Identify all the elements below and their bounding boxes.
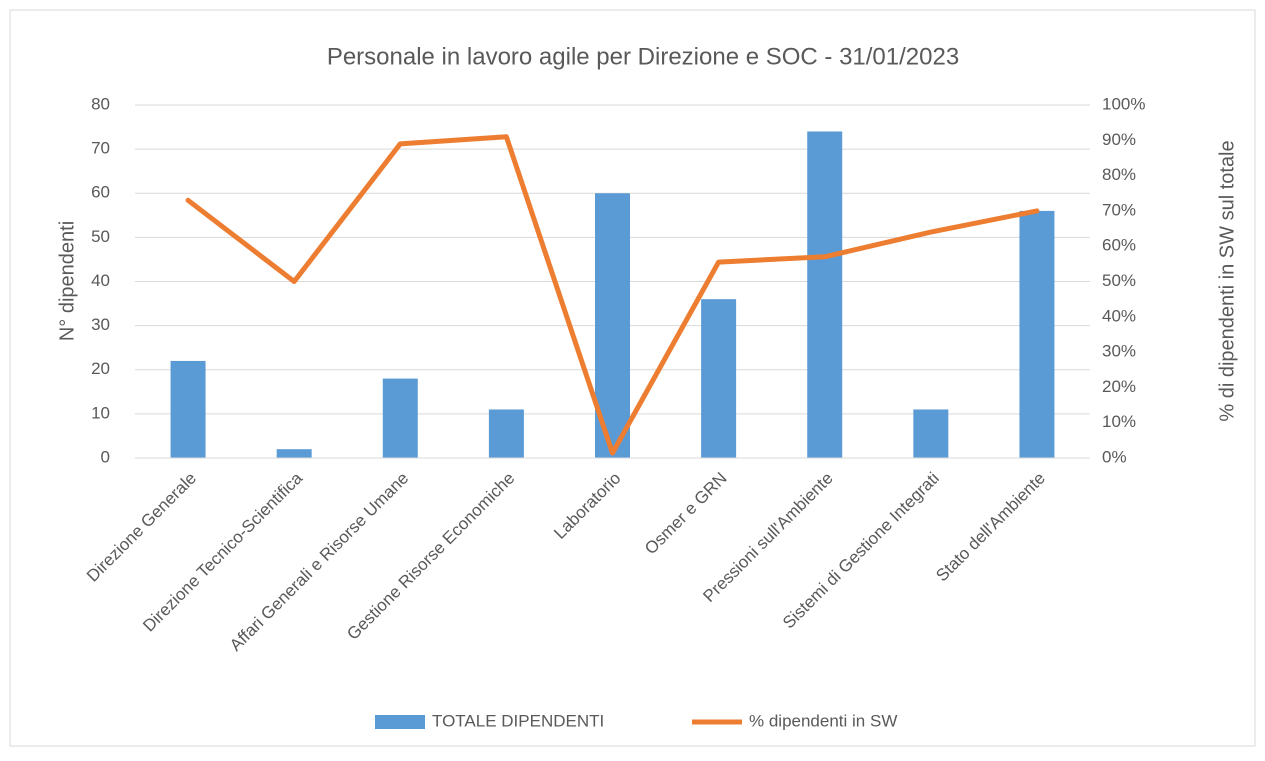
y2-tick-label: 20% bbox=[1102, 377, 1136, 396]
y-tick-label: 20 bbox=[91, 359, 110, 378]
legend-swatch bbox=[375, 715, 425, 729]
y2-tick-label: 60% bbox=[1102, 236, 1136, 255]
bar bbox=[807, 131, 843, 458]
y-tick-label: 80 bbox=[91, 94, 110, 113]
y-axis-label: N° dipendenti bbox=[56, 221, 78, 341]
y2-tick-label: 70% bbox=[1102, 200, 1136, 219]
y-tick-label: 50 bbox=[91, 227, 110, 246]
bar bbox=[170, 360, 206, 458]
y-tick-label: 30 bbox=[91, 315, 110, 334]
y2-tick-label: 100% bbox=[1102, 94, 1145, 113]
y-tick-label: 70 bbox=[91, 139, 110, 158]
y-tick-label: 60 bbox=[91, 183, 110, 202]
y2-tick-label: 30% bbox=[1102, 342, 1136, 361]
y2-tick-label: 80% bbox=[1102, 165, 1136, 184]
bar bbox=[913, 409, 949, 458]
legend-label: TOTALE DIPENDENTI bbox=[432, 711, 604, 730]
y2-tick-label: 90% bbox=[1102, 130, 1136, 149]
line bbox=[185, 134, 1040, 456]
y2-tick-label: 0% bbox=[1102, 447, 1127, 466]
bar bbox=[488, 409, 524, 458]
y-tick-label: 10 bbox=[91, 403, 110, 422]
y2-tick-label: 40% bbox=[1102, 306, 1136, 325]
bar bbox=[276, 449, 312, 458]
y2-tick-label: 50% bbox=[1102, 271, 1136, 290]
y2-tick-label: 10% bbox=[1102, 412, 1136, 431]
bar bbox=[382, 378, 418, 458]
y-tick-label: 40 bbox=[91, 271, 110, 290]
legend-label: % dipendenti in SW bbox=[749, 711, 897, 730]
bar bbox=[1019, 210, 1055, 458]
chart-title: Personale in lavoro agile per Direzione … bbox=[327, 43, 959, 70]
bar bbox=[701, 299, 737, 458]
y-tick-label: 0 bbox=[101, 447, 110, 466]
y2-axis-label: % di dipendenti in SW sul totale bbox=[1216, 140, 1238, 421]
